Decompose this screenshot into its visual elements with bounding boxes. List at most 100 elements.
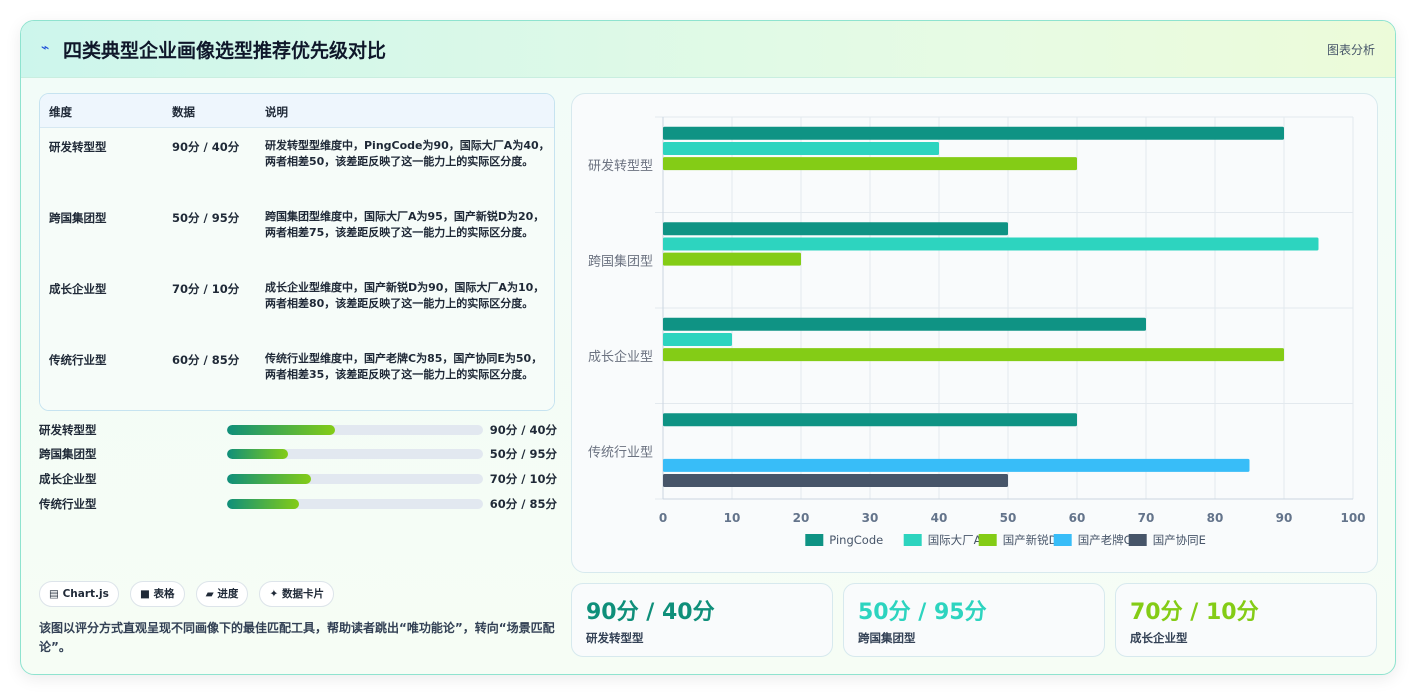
bar-国际大厂a	[663, 141, 939, 155]
x-tick-label: 20	[793, 511, 810, 525]
legend-swatch	[1128, 534, 1147, 546]
x-tick-label: 10	[724, 511, 741, 525]
kpi-value: 50分 / 95分	[858, 600, 987, 625]
bar-chart: 0 10 20 30 40 50 60 70 80 90 100 研发转型型跨国集团型成长企业型传统行…	[588, 116, 1366, 547]
legend-label: 国产新锐D	[1003, 533, 1058, 547]
column-header-dimension: 维度	[49, 105, 72, 119]
progress-row: 成长企业型 70分 / 10分	[39, 471, 557, 487]
x-tick-label: 80	[1207, 511, 1224, 525]
legend-label: 国产老牌C	[1078, 533, 1132, 547]
x-tick-label: 50	[1000, 511, 1017, 525]
progress-fill	[227, 474, 312, 484]
table-row: 跨国集团型 50分 / 95分 跨国集团型维度中，国际大厂A为95，国产新锐D为…	[40, 199, 554, 271]
progress-value: 60分 / 85分	[489, 497, 557, 511]
kpi-card: 50分 / 95分 跨国集团型	[843, 583, 1105, 657]
kpi-label: 成长企业型	[1130, 631, 1188, 645]
row-value: 50分 / 95分	[172, 211, 240, 225]
bar-国产新锐d	[663, 157, 1077, 171]
kpi-card: 90分 / 40分 研发转型型	[571, 583, 833, 657]
bar-pingcode	[663, 413, 1077, 427]
y-tick-label: 传统行业型	[588, 445, 653, 460]
x-tick-label: 70	[1138, 511, 1155, 525]
progress-label: 成长企业型	[39, 472, 97, 486]
card-header: ⌁ 四类典型企业画像选型推荐优先级对比 图表分析	[21, 21, 1395, 78]
progress-track	[227, 474, 483, 484]
row-value: 70分 / 10分	[172, 282, 240, 296]
x-tick-label: 100	[1340, 511, 1365, 525]
row-description: 研发转型型维度中，PingCode为90，国际大厂A为40，两者相差50，该差距…	[265, 139, 550, 168]
bar-国产老牌c	[663, 458, 1250, 472]
legend-swatch	[1053, 534, 1072, 546]
chip-table[interactable]: ■ 表格	[129, 581, 185, 607]
chip-data-card[interactable]: ✦ 数据卡片	[259, 581, 334, 607]
row-description: 跨国集团型维度中，国际大厂A为95，国产新锐D为20，两者相差75，该差距反映了…	[265, 210, 545, 239]
kpi-label: 研发转型型	[586, 631, 644, 645]
progress-label: 研发转型型	[39, 423, 97, 437]
progress-label: 传统行业型	[39, 497, 97, 511]
bar-国产新锐d	[663, 348, 1284, 362]
progress-row: 研发转型型 90分 / 40分	[39, 422, 557, 438]
progress-value: 70分 / 10分	[489, 472, 557, 486]
footnote: 该图以评分方式直观呈现不同画像下的最佳匹配工具，帮助读者跳出“唯功能论”，转向“…	[39, 621, 555, 654]
legend-swatch	[978, 534, 997, 546]
progress-fill	[227, 449, 289, 459]
x-tick-label: 60	[1069, 511, 1086, 525]
main-card: ⌁ 四类典型企业画像选型推荐优先级对比 图表分析 维度 数据 说明 研发转型型 …	[20, 20, 1396, 675]
progress-row: 跨国集团型 50分 / 95分	[39, 446, 557, 462]
table-row: 传统行业型 60分 / 85分 传统行业型维度中，国产老牌C为85，国产协同E为…	[40, 341, 554, 410]
progress-track	[227, 449, 483, 459]
column-header-data: 数据	[172, 105, 195, 119]
kpi-value: 70分 / 10分	[1130, 600, 1259, 625]
bar-pingcode	[663, 126, 1284, 140]
row-description: 成长企业型维度中，国产新锐D为90，国际大厂A为10，两者相差80，该差距反映了…	[265, 281, 545, 310]
progress-track	[227, 499, 483, 509]
chart-panel: 0 10 20 30 40 50 60 70 80 90 100 研发转型型跨国集团型成长企业型传统行…	[571, 93, 1378, 573]
kpi-label: 跨国集团型	[858, 631, 916, 645]
x-tick-label: 40	[931, 511, 948, 525]
progress-row: 传统行业型 60分 / 85分	[39, 496, 557, 512]
progress-fill	[227, 499, 299, 509]
lightning-icon: ⌁	[41, 40, 50, 56]
page-title: 四类典型企业画像选型推荐优先级对比	[63, 40, 387, 62]
legend-label: PingCode	[829, 533, 883, 547]
bar-国产协同e	[663, 474, 1008, 488]
table-header: 维度 数据 说明	[40, 94, 554, 128]
bar-国际大厂a	[663, 332, 732, 346]
legend-label: 国产协同E	[1153, 533, 1206, 547]
legend-swatch	[903, 534, 922, 546]
y-tick-label: 跨国集团型	[588, 253, 653, 269]
progress-label: 跨国集团型	[39, 447, 97, 461]
legend-swatch	[805, 534, 824, 546]
y-tick-label: 成长企业型	[588, 349, 653, 365]
row-dimension: 传统行业型	[49, 353, 107, 367]
column-header-description: 说明	[265, 105, 288, 119]
progress-track	[227, 425, 483, 435]
chart-analysis-link[interactable]: 图表分析	[1326, 43, 1375, 57]
bar-国产新锐d	[663, 252, 801, 266]
x-tick-label: 0	[659, 511, 667, 525]
legend-label: 国际大厂A	[928, 533, 982, 547]
row-description: 传统行业型维度中，国产老牌C为85，国产协同E为50，两者相差35，该差距反映了…	[265, 352, 543, 381]
bar-pingcode	[663, 222, 1008, 236]
table-row: 研发转型型 90分 / 40分 研发转型型维度中，PingCode为90，国际大…	[40, 128, 554, 200]
x-tick-label: 90	[1276, 511, 1293, 525]
row-dimension: 研发转型型	[49, 140, 107, 154]
y-tick-label: 研发转型型	[588, 158, 653, 174]
row-dimension: 成长企业型	[49, 282, 107, 296]
table-row: 成长企业型 70分 / 10分 成长企业型维度中，国产新锐D为90，国际大厂A为…	[40, 270, 554, 342]
row-value: 60分 / 85分	[172, 353, 240, 367]
progress-value: 50分 / 95分	[489, 447, 557, 461]
x-tick-label: 30	[862, 511, 879, 525]
bar-pingcode	[663, 317, 1146, 331]
progress-fill	[227, 425, 335, 435]
kpi-value: 90分 / 40分	[586, 600, 715, 625]
kpi-card: 70分 / 10分 成长企业型	[1115, 583, 1377, 657]
data-table: 维度 数据 说明 研发转型型 90分 / 40分 研发转型型维度中，PingCo…	[39, 93, 555, 411]
chip-progress[interactable]: ▰ 进度	[195, 581, 249, 607]
bar-国际大厂a	[663, 237, 1319, 251]
feature-chips: ▤ Chart.js ■ 表格 ▰ 进度 ✦ 数据卡片	[39, 581, 340, 607]
progress-value: 90分 / 40分	[489, 423, 557, 437]
chip-chartjs[interactable]: ▤ Chart.js	[39, 581, 119, 607]
row-dimension: 跨国集团型	[49, 211, 107, 225]
row-value: 90分 / 40分	[172, 140, 240, 154]
